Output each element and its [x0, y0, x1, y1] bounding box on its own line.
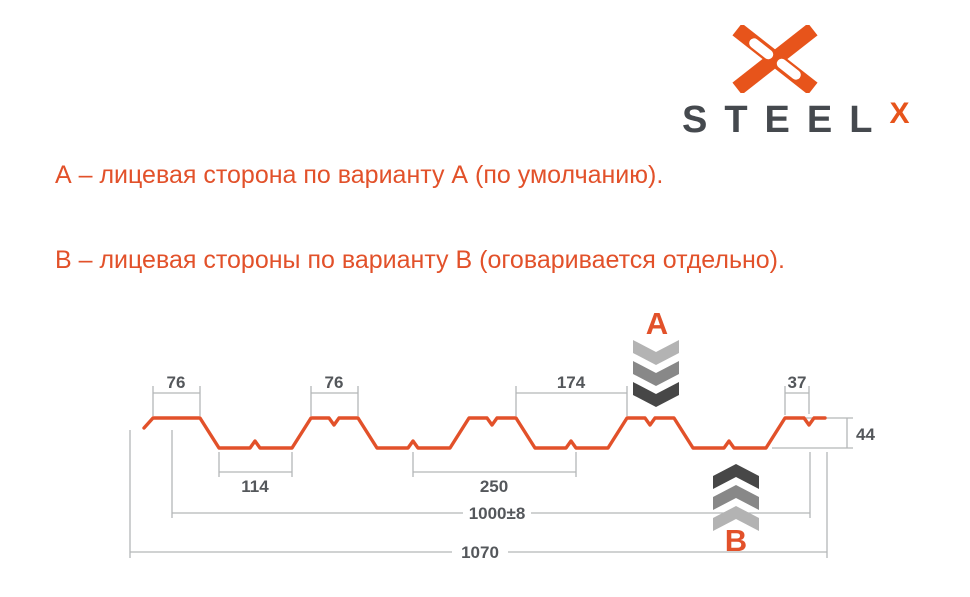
dim-working-width: 1000±8	[171, 430, 811, 523]
dim-profile-height: 44	[772, 417, 875, 449]
dim-crest-mid: 76	[310, 373, 359, 416]
dim-pitch: 250	[412, 452, 577, 496]
brand-sup-x: X	[889, 97, 910, 130]
brand-x-icon	[732, 25, 818, 93]
note-variant-a: А – лицевая сторона по варианту А (по ум…	[55, 161, 664, 189]
chevron-up-b-icon	[713, 464, 759, 531]
brand-name: STEEL	[682, 99, 890, 141]
dim-total-width: 1070	[129, 430, 828, 562]
dim-label-250: 250	[480, 477, 508, 496]
dim-label-174: 174	[557, 373, 586, 392]
dim-label-114: 114	[241, 477, 269, 496]
dim-label-76-left: 76	[167, 373, 186, 392]
dim-label-1070: 1070	[461, 543, 499, 562]
dim-label-76-mid: 76	[325, 373, 344, 392]
profile-outline	[142, 416, 827, 450]
dim-label-37: 37	[788, 373, 807, 392]
chevron-down-a-icon	[633, 340, 679, 407]
dim-edge-crest: 37	[784, 373, 810, 415]
variant-a-letter: А	[646, 306, 668, 341]
variant-a-marker: А	[633, 306, 679, 407]
dim-crest-left: 76	[152, 373, 201, 416]
brand-wordmark: STEELX	[682, 97, 909, 142]
note-variant-b: В – лицевая стороны по варианту В (огова…	[55, 246, 785, 274]
dim-valley-opening: 174	[515, 373, 628, 416]
variant-b-letter: В	[725, 523, 747, 558]
brand-logo: STEELX	[660, 0, 960, 150]
dim-valley-flat: 114	[218, 452, 293, 496]
dim-label-44: 44	[856, 425, 875, 444]
variant-b-marker: В	[713, 464, 759, 558]
dim-label-1000: 1000±8	[469, 504, 526, 523]
